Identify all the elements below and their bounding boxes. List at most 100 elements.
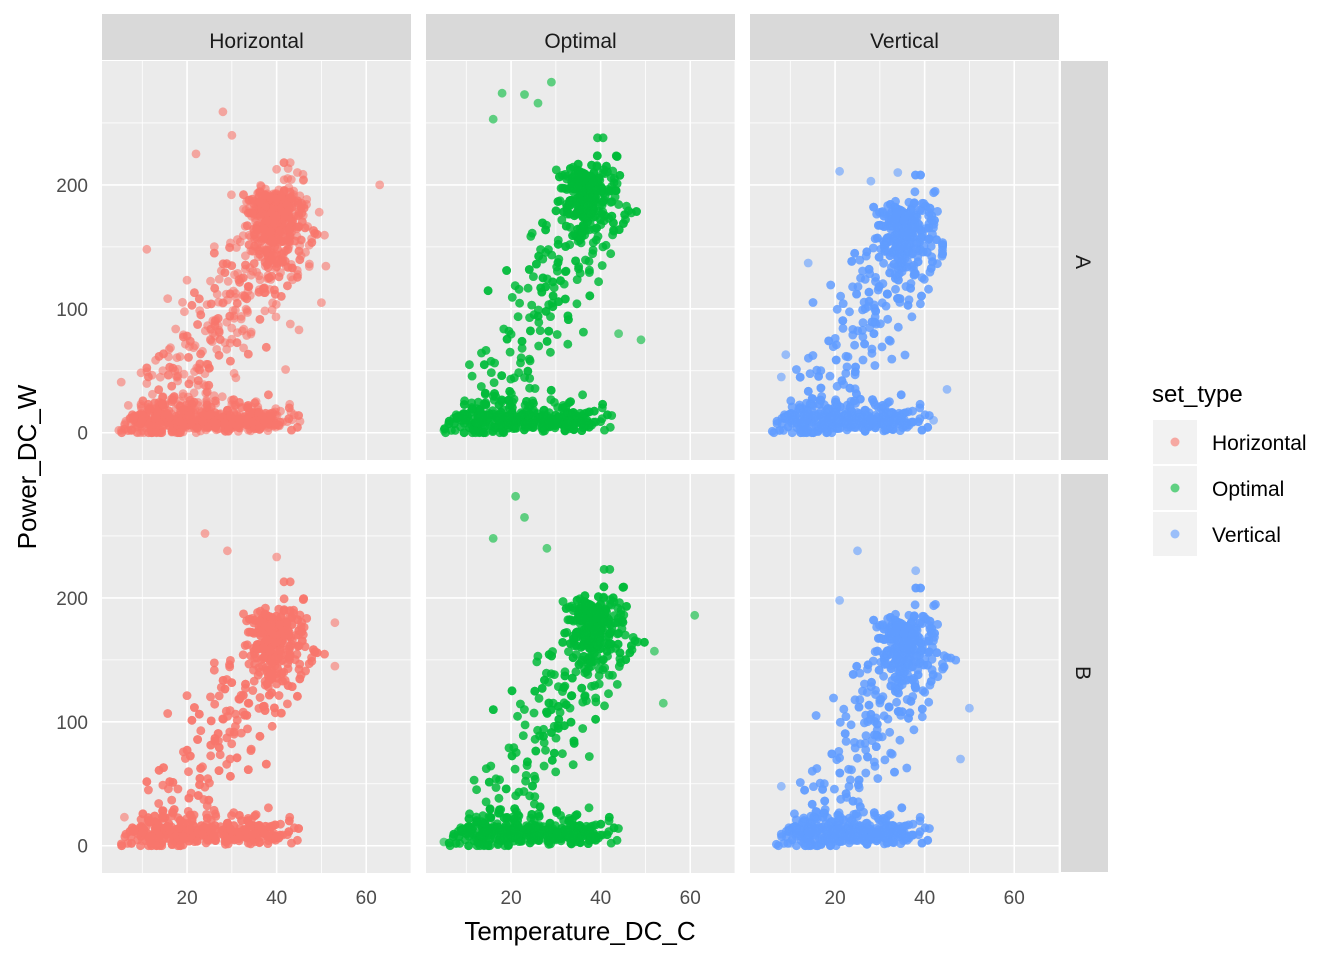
data-point xyxy=(614,225,624,235)
data-point xyxy=(480,388,490,398)
data-point xyxy=(583,201,593,211)
data-point xyxy=(532,259,541,269)
panel-a-optimal xyxy=(426,61,736,460)
data-point xyxy=(502,334,512,344)
data-point xyxy=(572,299,582,309)
data-point xyxy=(893,322,903,332)
data-point xyxy=(561,221,571,231)
data-point xyxy=(520,90,529,99)
data-point xyxy=(272,164,281,174)
data-point xyxy=(795,372,805,382)
data-point xyxy=(826,280,836,290)
data-point xyxy=(264,390,273,400)
data-point xyxy=(588,177,598,187)
data-point xyxy=(924,284,933,294)
data-point xyxy=(210,321,220,330)
data-point xyxy=(260,306,270,316)
data-point xyxy=(227,130,237,140)
data-point xyxy=(573,159,583,169)
data-point xyxy=(246,329,256,339)
data-point xyxy=(261,190,270,200)
data-point xyxy=(265,409,275,419)
data-point xyxy=(295,255,305,265)
data-point xyxy=(580,420,589,430)
data-point xyxy=(321,261,331,271)
data-point xyxy=(505,347,515,357)
data-point xyxy=(259,284,268,293)
panel-a-vertical xyxy=(750,61,1060,460)
data-point xyxy=(587,160,596,170)
data-point xyxy=(254,246,264,256)
data-point xyxy=(262,216,272,226)
data-point xyxy=(287,425,296,435)
data-point xyxy=(210,396,220,406)
data-point xyxy=(864,296,874,306)
data-point xyxy=(150,398,160,408)
data-point xyxy=(620,210,630,220)
data-point xyxy=(579,327,588,337)
data-point xyxy=(891,284,900,294)
data-point xyxy=(547,77,556,87)
data-point xyxy=(900,350,910,360)
data-point xyxy=(158,399,167,408)
data-point xyxy=(907,312,917,322)
data-point xyxy=(196,349,206,359)
data-point xyxy=(483,286,493,296)
data-point xyxy=(526,326,535,336)
data-point xyxy=(614,329,623,338)
data-point xyxy=(541,282,551,292)
data-point xyxy=(286,175,296,184)
data-point xyxy=(297,217,307,227)
data-point xyxy=(575,235,585,245)
data-point xyxy=(514,368,524,378)
data-point xyxy=(249,259,259,268)
data-point xyxy=(187,300,197,310)
data-point xyxy=(611,186,621,196)
data-point xyxy=(294,411,303,420)
data-point xyxy=(196,310,206,320)
data-point xyxy=(836,291,845,301)
data-point xyxy=(896,390,906,400)
data-point xyxy=(510,281,520,291)
data-point xyxy=(285,319,295,329)
data-point xyxy=(592,151,602,161)
data-point xyxy=(244,240,254,250)
data-point xyxy=(504,413,514,423)
data-point xyxy=(127,426,136,435)
data-point xyxy=(287,202,297,212)
data-point xyxy=(479,360,489,370)
data-point xyxy=(171,324,181,334)
data-point xyxy=(307,238,317,247)
data-point xyxy=(226,238,235,248)
data-point xyxy=(578,220,588,230)
data-point xyxy=(497,88,507,98)
data-point xyxy=(504,326,514,336)
data-point xyxy=(179,421,189,431)
data-point xyxy=(276,406,285,416)
data-point xyxy=(283,281,292,291)
data-point xyxy=(209,418,219,427)
data-point xyxy=(603,410,612,420)
data-point xyxy=(805,369,815,378)
panel-a-horizontal xyxy=(102,61,412,460)
data-point xyxy=(502,266,511,275)
data-point xyxy=(238,231,248,241)
data-point xyxy=(227,323,237,333)
data-point xyxy=(551,206,561,216)
data-point xyxy=(539,412,548,422)
data-point xyxy=(116,377,126,387)
data-point xyxy=(850,340,859,350)
data-point xyxy=(505,387,515,396)
data-point xyxy=(274,420,284,430)
data-point xyxy=(279,158,289,168)
data-point xyxy=(239,343,249,353)
data-point xyxy=(533,98,543,108)
data-point xyxy=(226,356,235,366)
data-point xyxy=(204,380,214,390)
data-point xyxy=(190,288,199,298)
data-point xyxy=(273,234,283,244)
data-point xyxy=(229,368,239,378)
data-point xyxy=(243,282,253,291)
data-point xyxy=(563,339,573,349)
